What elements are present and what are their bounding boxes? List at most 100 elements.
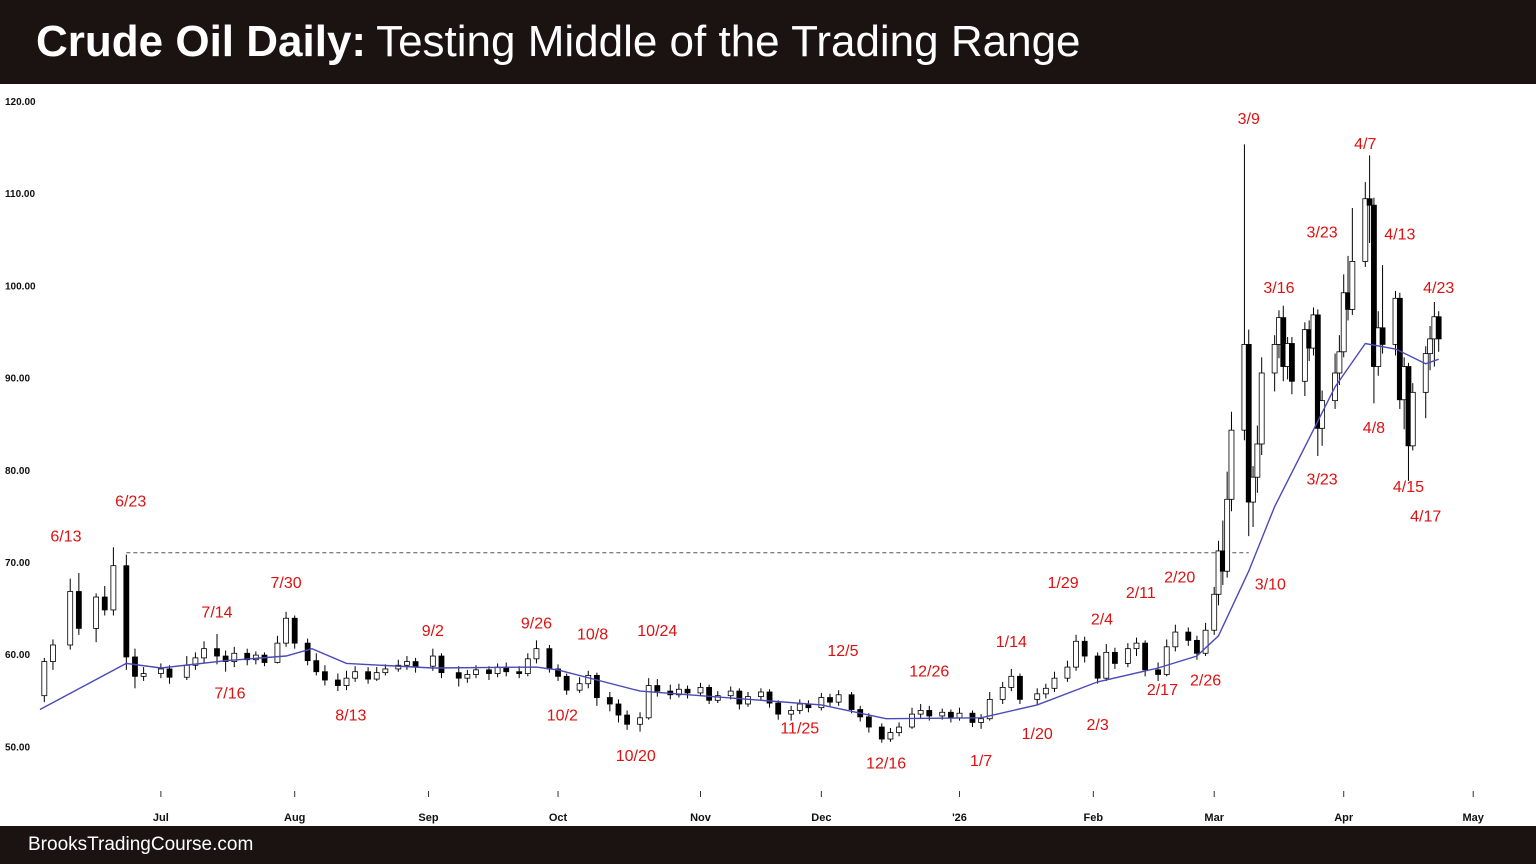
candle-up (1172, 631, 1179, 648)
candle-up (404, 661, 410, 666)
candle-down (1435, 316, 1442, 340)
candle-up (1301, 329, 1308, 382)
candle-up (887, 732, 894, 740)
candle-up (343, 677, 350, 686)
chart-title-subtitle: Testing Middle of the Trading Range (376, 17, 1081, 66)
candle-down (1289, 343, 1295, 382)
candle-down (313, 660, 320, 673)
chart-title-bold: Crude Oil Daily: (36, 17, 367, 66)
candle-down (1017, 675, 1023, 700)
candle-up (473, 669, 479, 675)
date-annotation: 11/25 (780, 720, 819, 737)
date-annotation: 2/3 (1087, 717, 1109, 734)
date-annotation: 10/24 (637, 623, 677, 640)
date-annotation: 3/23 (1307, 224, 1338, 241)
candle-up (676, 688, 682, 696)
candle-down (615, 703, 622, 716)
candle-up (697, 686, 704, 694)
candle-down (214, 648, 220, 657)
candle-up (645, 685, 652, 719)
footer-bar: BrooksTradingCourse.com (0, 826, 1536, 864)
date-annotation: 4/23 (1423, 280, 1454, 297)
candle-down (261, 654, 268, 663)
candle-up (745, 696, 751, 705)
candle-up (999, 686, 1006, 700)
candle-up (1340, 292, 1347, 353)
candle-up (1319, 400, 1326, 429)
candle-down (555, 668, 561, 677)
y-tick-label: 80.00 (5, 466, 30, 477)
candle-up (818, 697, 825, 709)
candle-down (775, 702, 782, 715)
candle-down (222, 655, 229, 662)
y-tick-label: 60.00 (5, 650, 30, 661)
candle-down (132, 656, 138, 677)
date-annotation: 3/23 (1307, 472, 1338, 489)
candle-down (486, 669, 492, 674)
date-annotation: 1/20 (1022, 726, 1053, 743)
candle-up (576, 683, 583, 691)
candle-up (1073, 640, 1079, 668)
candle-up (41, 661, 48, 697)
candle-down (1396, 297, 1403, 401)
candle-up (796, 703, 803, 711)
candle-down (848, 694, 855, 710)
candle-up (758, 691, 764, 698)
date-annotation: 3/16 (1263, 280, 1294, 297)
candle-up (1427, 338, 1433, 355)
candle-down (244, 652, 251, 661)
candle-down (1081, 640, 1088, 657)
x-tick-label: May (1463, 812, 1485, 824)
candle-down (1194, 639, 1200, 654)
candle-up (429, 655, 436, 667)
title-bar: Crude Oil Daily: Testing Middle of the Tr… (0, 0, 1536, 84)
date-annotation: 2/11 (1126, 585, 1156, 602)
candle-down (516, 671, 523, 674)
candle-down (706, 686, 713, 701)
candle-up (788, 710, 795, 715)
candle-up (1215, 550, 1222, 595)
candle-up (1375, 327, 1382, 367)
date-annotation: 12/5 (827, 643, 858, 660)
x-tick-label: '26 (952, 812, 967, 824)
crude-oil-daily-chart: 50.00 60.00 70.00 80.00 90.00 100.00 110.00 120… (5, 97, 1485, 824)
candle-up (939, 711, 946, 717)
candle-up (1202, 629, 1209, 654)
date-annotation: 4/15 (1393, 479, 1424, 496)
candle-up (252, 654, 259, 661)
date-annotation: 12/16 (866, 756, 906, 773)
candle-down (1280, 317, 1287, 367)
candle-down (1112, 651, 1118, 664)
candle-up (1064, 666, 1071, 679)
candle-up (1051, 677, 1058, 689)
x-tick-label: Aug (284, 812, 305, 824)
candle-down (546, 648, 553, 670)
candle-down (827, 697, 833, 703)
y-tick-label: 110.00 (5, 189, 35, 200)
candle-up (1422, 353, 1429, 393)
x-tick-label: Apr (1334, 812, 1354, 824)
candle-up (986, 698, 993, 720)
candle-up (110, 565, 117, 611)
candle-down (1314, 314, 1321, 429)
x-tick-label: Nov (690, 812, 712, 824)
date-annotation: 7/14 (201, 604, 232, 621)
candle-up (283, 617, 289, 644)
date-annotation: 8/13 (335, 708, 366, 725)
candle-up (201, 648, 207, 659)
candle-up (1103, 651, 1110, 679)
x-tick-label: Feb (1084, 812, 1104, 824)
candle-up (373, 672, 380, 680)
candle-up (352, 671, 359, 679)
candle-down (1155, 669, 1161, 675)
candle-up (1034, 693, 1041, 700)
candle-up (1124, 648, 1131, 664)
date-annotation: 7/16 (214, 685, 245, 702)
candle-down (365, 671, 371, 680)
candle-down (926, 710, 933, 717)
candle-down (101, 596, 108, 611)
y-tick-label: 90.00 (5, 374, 30, 385)
candle-down (1379, 327, 1386, 345)
candle-up (727, 690, 734, 697)
candle-down (75, 591, 82, 629)
